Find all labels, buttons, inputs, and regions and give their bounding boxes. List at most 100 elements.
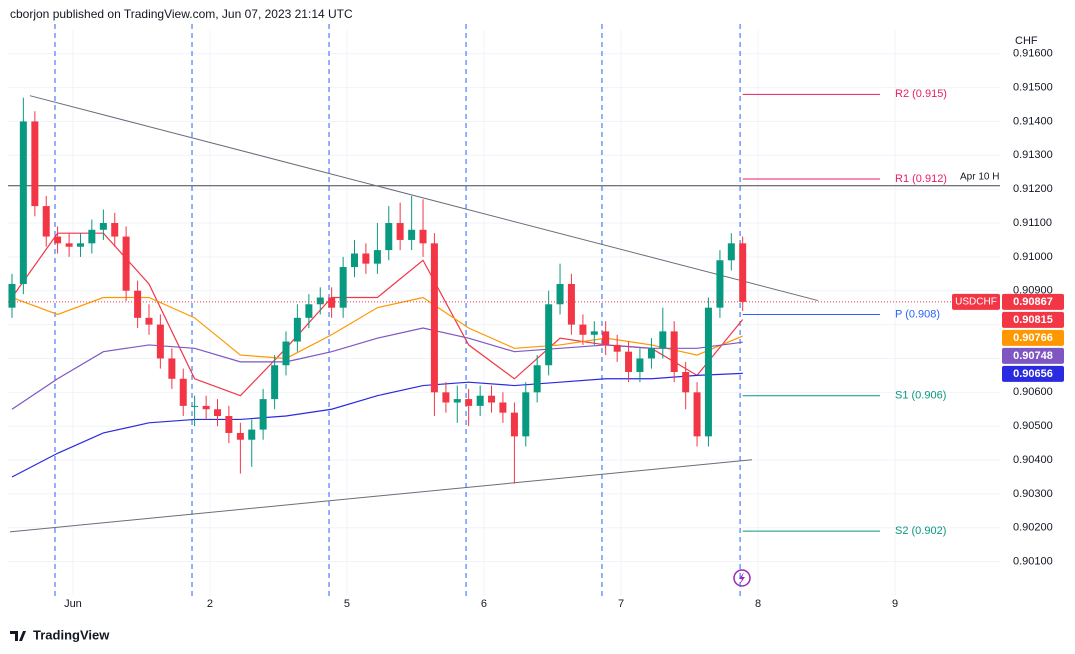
candle-body (545, 304, 553, 366)
y-tick-label: 0.90400 (1013, 454, 1053, 466)
candle-body (522, 392, 530, 437)
price-tag-label: 0.90766 (1013, 332, 1053, 344)
candle-body (76, 243, 84, 247)
brand-logo (10, 631, 26, 641)
pivot-label: R2 (0.915) (895, 88, 947, 100)
moving-average (11, 372, 743, 478)
candle-body (533, 365, 541, 393)
symbol-tag-label: USDCHF (955, 297, 997, 308)
candle-body (590, 331, 598, 335)
y-tick-label: 0.91200 (1013, 183, 1053, 195)
symbol-tag (952, 293, 1000, 310)
candle-body (682, 372, 690, 393)
brand: TradingView (33, 627, 110, 642)
candle-body (704, 307, 712, 437)
candle-body (19, 121, 27, 284)
candle-body (168, 358, 176, 379)
x-tick-label: 5 (344, 598, 350, 610)
y-tick-label: 0.90500 (1013, 420, 1053, 432)
price-tag (1002, 365, 1064, 382)
pivot-label: R1 (0.912) (895, 173, 947, 185)
candle-body (442, 392, 450, 403)
candle-body (465, 399, 473, 406)
level-label: Apr 10 H (960, 171, 999, 182)
moving-average (11, 327, 743, 410)
y-tick-label: 0.91000 (1013, 251, 1053, 263)
candle-body (373, 250, 381, 264)
candle-body (305, 304, 313, 318)
candle-body (65, 243, 73, 247)
candle-body (202, 405, 210, 410)
candle-body (293, 317, 301, 342)
candle-body (647, 348, 655, 359)
candle-body (213, 409, 221, 417)
candle-body (613, 344, 621, 352)
candle-body (659, 331, 667, 349)
bolt-icon (733, 569, 751, 587)
pivot-label: P (0.908) (895, 308, 940, 320)
x-tick-label: 7 (618, 598, 624, 610)
candle-body (179, 378, 187, 406)
trendline (9, 459, 753, 533)
candle-body (259, 399, 267, 430)
candle-body (567, 283, 575, 325)
price-tag-label: 0.90867 (1013, 296, 1053, 308)
candle-body (54, 236, 62, 244)
y-tick-label: 0.90300 (1013, 488, 1053, 500)
x-tick-label: 2 (207, 598, 213, 610)
candle-body (556, 283, 564, 305)
candle-body (328, 297, 336, 308)
y-tick-label: 0.91100 (1013, 217, 1052, 229)
price-tag (1002, 347, 1064, 364)
candle-body (727, 243, 735, 261)
y-tick-label: 0.90100 (1013, 556, 1053, 568)
y-tick-label: 0.91400 (1013, 115, 1053, 127)
price-tag (1002, 293, 1064, 310)
candle-body (236, 432, 244, 440)
candle-body (510, 412, 518, 437)
candle-body (145, 317, 153, 325)
candle-body (225, 416, 233, 433)
candle-body (339, 267, 347, 308)
candle-body (111, 223, 119, 237)
price-tag-label: 0.90656 (1013, 368, 1053, 380)
x-tick-label: 6 (481, 598, 487, 610)
candle-body (316, 297, 324, 305)
y-tick-label: 0.91300 (1013, 149, 1053, 161)
candle-body (602, 331, 610, 345)
candle-body (453, 399, 461, 403)
candle-body (282, 341, 290, 366)
candle-body (385, 223, 393, 251)
price-tag-label: 0.90815 (1013, 314, 1053, 326)
candle-body (134, 290, 142, 318)
candle-body (408, 229, 416, 240)
price-tag (1002, 311, 1064, 328)
candle-body (488, 395, 496, 403)
candle-body (636, 358, 644, 373)
candle-body (8, 283, 16, 308)
candle-body (476, 395, 484, 406)
candle-body (419, 229, 427, 244)
candle-body (396, 223, 404, 240)
x-tick-label: 9 (892, 598, 898, 610)
y-tick-label: 0.91600 (1013, 48, 1053, 60)
trendline (29, 95, 819, 302)
candle-body (625, 351, 633, 373)
candle-body (42, 206, 50, 237)
y-tick-label: 0.90900 (1013, 285, 1053, 297)
candle-body (31, 121, 39, 207)
candle-body (430, 243, 438, 393)
candle-body (88, 229, 96, 244)
price-tag-label: 0.90748 (1013, 350, 1053, 362)
x-tick-label: Jun (64, 598, 82, 610)
candle-body (670, 331, 678, 373)
pivot-label: S2 (0.902) (895, 525, 946, 537)
candle-body (351, 253, 359, 268)
candle-body (248, 429, 256, 440)
candle-body (693, 392, 701, 437)
pivot-label: S1 (0.906) (895, 390, 946, 402)
x-tick-label: 8 (755, 598, 761, 610)
candle-body (271, 365, 279, 400)
y-tick-label: 0.90200 (1013, 522, 1053, 534)
